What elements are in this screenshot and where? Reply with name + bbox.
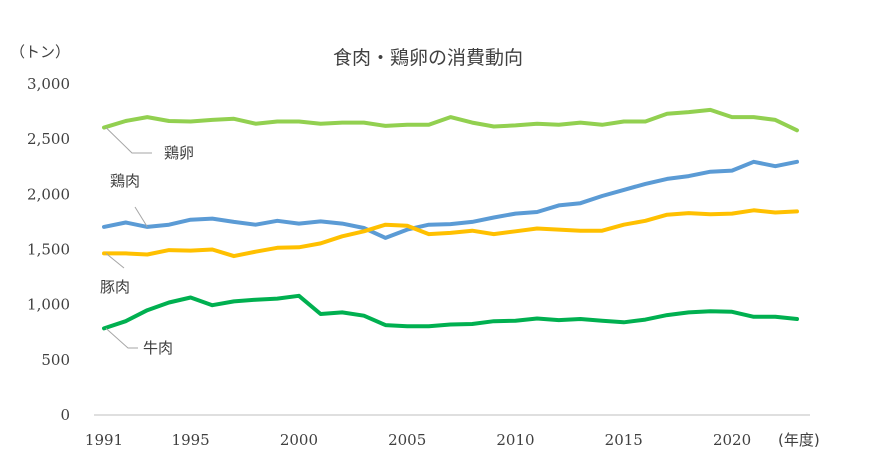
y-tick-label: 500 bbox=[41, 351, 70, 369]
series-line bbox=[102, 107, 799, 133]
series-label: 豚肉 bbox=[100, 278, 130, 296]
series-label-leader bbox=[105, 328, 138, 349]
y-tick-label: 3,000 bbox=[27, 75, 70, 93]
y-axis-ticks: 0 500 1,000 1,500 2,000 2,500 3,000 bbox=[27, 75, 70, 424]
series-line bbox=[102, 293, 799, 331]
x-axis-unit-label: (年度) bbox=[778, 431, 820, 449]
y-tick-label: 2,500 bbox=[27, 130, 70, 148]
series-label: 鶏卵 bbox=[164, 144, 194, 162]
x-tick-label: 2010 bbox=[496, 431, 534, 449]
series-label: 鶏肉 bbox=[110, 172, 140, 190]
x-axis-ticks: 1991 1995 2000 2005 2010 2015 2020 bbox=[85, 431, 751, 449]
series-label-leader bbox=[105, 253, 125, 269]
series-line bbox=[102, 159, 799, 240]
x-tick-label: 2020 bbox=[713, 431, 751, 449]
chart-title: 食肉・鶏卵の消費動向 bbox=[333, 47, 523, 69]
x-tick-label: 2015 bbox=[605, 431, 643, 449]
series-lines bbox=[102, 107, 799, 331]
x-tick-label: 1995 bbox=[172, 431, 210, 449]
series-label: 牛肉 bbox=[143, 339, 173, 357]
y-tick-label: 1,500 bbox=[27, 241, 70, 259]
series-label-leader bbox=[134, 206, 148, 228]
x-tick-label: 2000 bbox=[280, 431, 318, 449]
x-tick-label: 2005 bbox=[388, 431, 426, 449]
x-tick-label: 1991 bbox=[85, 431, 123, 449]
y-tick-label: 2,000 bbox=[27, 185, 70, 203]
y-tick-label: 0 bbox=[60, 406, 70, 424]
series-label-leader bbox=[105, 127, 152, 154]
series-line bbox=[102, 208, 799, 259]
y-tick-label: 1,000 bbox=[27, 296, 70, 314]
y-axis-unit-label: （トン） bbox=[10, 43, 70, 61]
